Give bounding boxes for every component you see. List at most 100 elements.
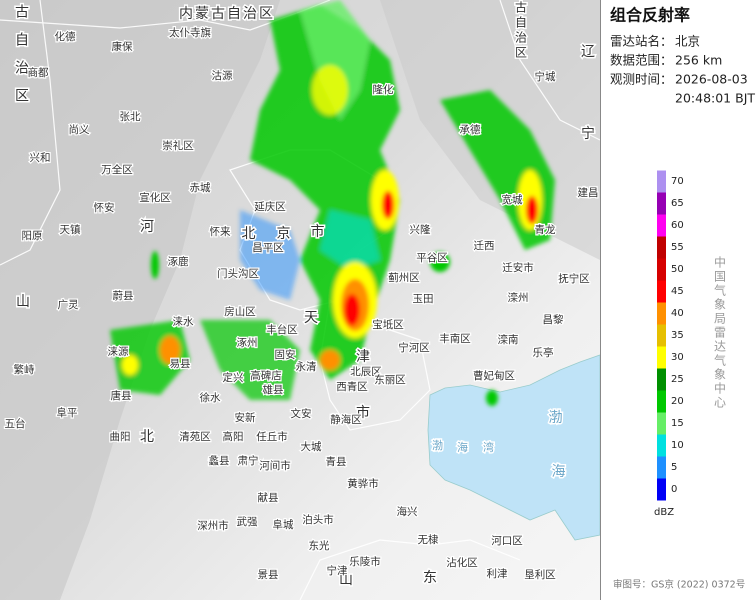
- place-label: 徐水: [200, 391, 221, 404]
- place-label: 怀来: [210, 226, 231, 238]
- panel-title: 组合反射率: [610, 6, 690, 25]
- legend-tick-label: 50: [671, 264, 684, 275]
- place-label: 抚宁区: [558, 272, 590, 285]
- legend-tick-label: 20: [671, 396, 684, 407]
- legend-tick-label: 45: [671, 286, 684, 297]
- place-label: 高碑店: [250, 369, 282, 382]
- place-label: 献县: [258, 491, 279, 504]
- info-value: 2026-08-03: [675, 72, 748, 87]
- legend-tick-label: 15: [671, 418, 684, 429]
- legend-tick-label: 10: [671, 440, 684, 451]
- place-label: 文安: [291, 407, 312, 420]
- sea: [427, 354, 601, 541]
- mountains: [0, 0, 280, 600]
- place-label: 丰台区: [266, 323, 298, 336]
- place-label: 五台: [5, 417, 26, 430]
- place-label: 隆化: [373, 83, 394, 96]
- place-label: 高阳: [223, 430, 244, 443]
- place-label: 河口区: [491, 535, 523, 547]
- place-label: 东丽区: [374, 373, 406, 386]
- place-label: 易县: [170, 358, 191, 370]
- place-label: 宣化区: [139, 191, 171, 204]
- legend-tick-label: 65: [671, 198, 684, 209]
- info-value: 北京: [675, 34, 700, 49]
- info-label: 雷达站名：: [610, 34, 673, 49]
- place-label: 垦利区: [524, 569, 556, 581]
- legend-swatch: [657, 434, 666, 457]
- legend-swatch: [657, 412, 666, 435]
- echoes: [110, 0, 555, 406]
- legend-swatch: [657, 258, 666, 281]
- place-label: 昌黎: [543, 313, 564, 326]
- place-label: 化德: [55, 30, 76, 43]
- place-label: 任丘市: [256, 430, 288, 443]
- legend-swatch: [657, 390, 666, 413]
- legend-tick-label: 55: [671, 242, 684, 253]
- place-label: 滦州: [508, 291, 529, 304]
- legend-swatch: [657, 368, 666, 391]
- place-label: 门头沟区: [217, 267, 259, 280]
- legend-swatch: [657, 170, 666, 193]
- place-label: 利津: [487, 568, 508, 580]
- region-label: 北京市: [242, 223, 325, 242]
- place-label: 宁城: [535, 70, 556, 83]
- place-label: 永清: [296, 360, 317, 373]
- legend-swatch: [657, 214, 666, 237]
- legend-swatch: [657, 346, 666, 369]
- place-label: 宝坻区: [372, 318, 404, 331]
- place-label: 景县: [258, 569, 279, 581]
- place-label: 定兴: [223, 371, 244, 384]
- legend-tick-label: 5: [671, 462, 677, 473]
- place-label: 繁峙: [14, 363, 35, 376]
- legend-swatch: [657, 478, 666, 501]
- place-label: 迁安市: [502, 261, 534, 274]
- info-label: 数据范围：: [610, 53, 673, 68]
- place-label: 宁津: [327, 564, 348, 577]
- legend-tick-label: 30: [671, 352, 684, 363]
- place-label: 北辰区: [350, 366, 382, 378]
- place-label: 万全区: [101, 163, 133, 176]
- place-label: 崇礼区: [162, 139, 194, 152]
- place-label: 无棣: [418, 533, 439, 546]
- place-label: 张北: [120, 111, 141, 123]
- legend-swatch: [657, 236, 666, 259]
- place-label: 涿鹿: [168, 255, 189, 268]
- place-label: 阳原: [22, 230, 43, 242]
- place-label: 广灵: [58, 299, 79, 311]
- place-label: 延庆区: [254, 200, 286, 213]
- place-label: 涞水: [173, 316, 194, 328]
- place-label: 涞源: [108, 345, 129, 358]
- region-label: 内蒙古自治区: [179, 6, 275, 22]
- legend-unit: dBZ: [654, 507, 674, 518]
- place-label: 沾化区: [446, 556, 478, 569]
- place-label: 尚义: [69, 123, 90, 136]
- place-label: 平谷区: [416, 252, 448, 264]
- place-label: 丰南区: [439, 332, 471, 345]
- legend-swatch: [657, 302, 666, 325]
- place-label: 滦南: [498, 333, 519, 346]
- place-label: 青县: [326, 455, 347, 468]
- place-label: 商都: [28, 66, 49, 79]
- place-label: 肃宁: [238, 454, 259, 467]
- place-label: 迁西: [474, 240, 495, 252]
- place-label: 康保: [112, 40, 133, 53]
- place-label: 武强: [237, 515, 258, 528]
- place-label: 海兴: [397, 505, 418, 518]
- place-label: 承德: [460, 123, 481, 136]
- info-value: 256 km: [675, 53, 722, 68]
- place-label: 阜城: [273, 518, 294, 531]
- place-label: 宁河区: [398, 341, 430, 354]
- place-label: 兴和: [30, 152, 51, 164]
- region-label: 内蒙古自治区: [13, 0, 29, 116]
- place-label: 玉田: [413, 293, 434, 305]
- place-label: 蔚县: [113, 290, 134, 302]
- place-label: 黄骅市: [347, 477, 379, 490]
- legend-tick-label: 70: [671, 176, 684, 187]
- place-label: 沽源: [212, 69, 233, 82]
- place-label: 西青区: [336, 380, 368, 393]
- place-label: 太仆寺旗: [169, 26, 211, 39]
- legend-swatch: [657, 456, 666, 479]
- approval-number: 审图号：GS京 (2022) 0372号: [613, 579, 745, 591]
- place-label: 兴隆: [410, 223, 431, 236]
